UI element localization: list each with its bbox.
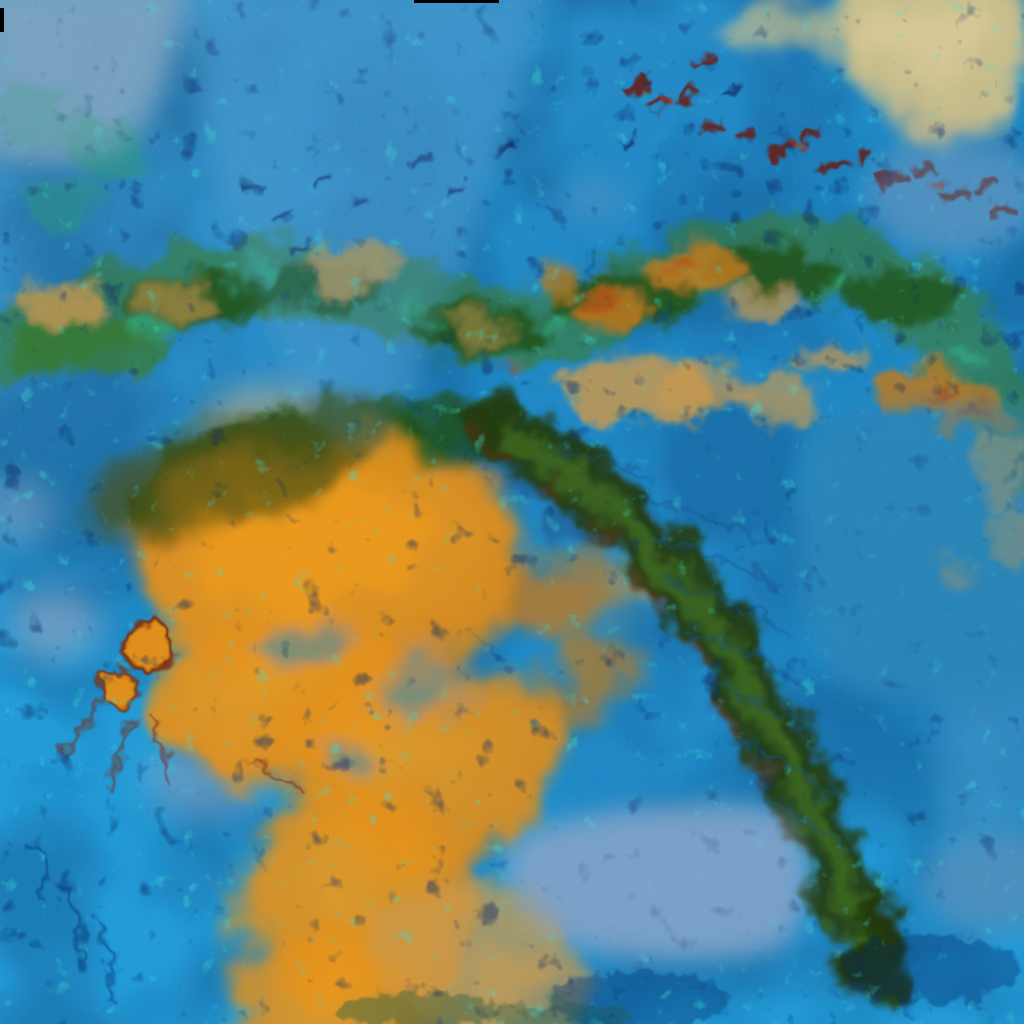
smooth-regions-overlay xyxy=(0,0,1024,956)
black-line-artifact xyxy=(414,0,499,3)
image-artifacts xyxy=(0,0,499,32)
black-tick-artifact xyxy=(0,8,4,32)
